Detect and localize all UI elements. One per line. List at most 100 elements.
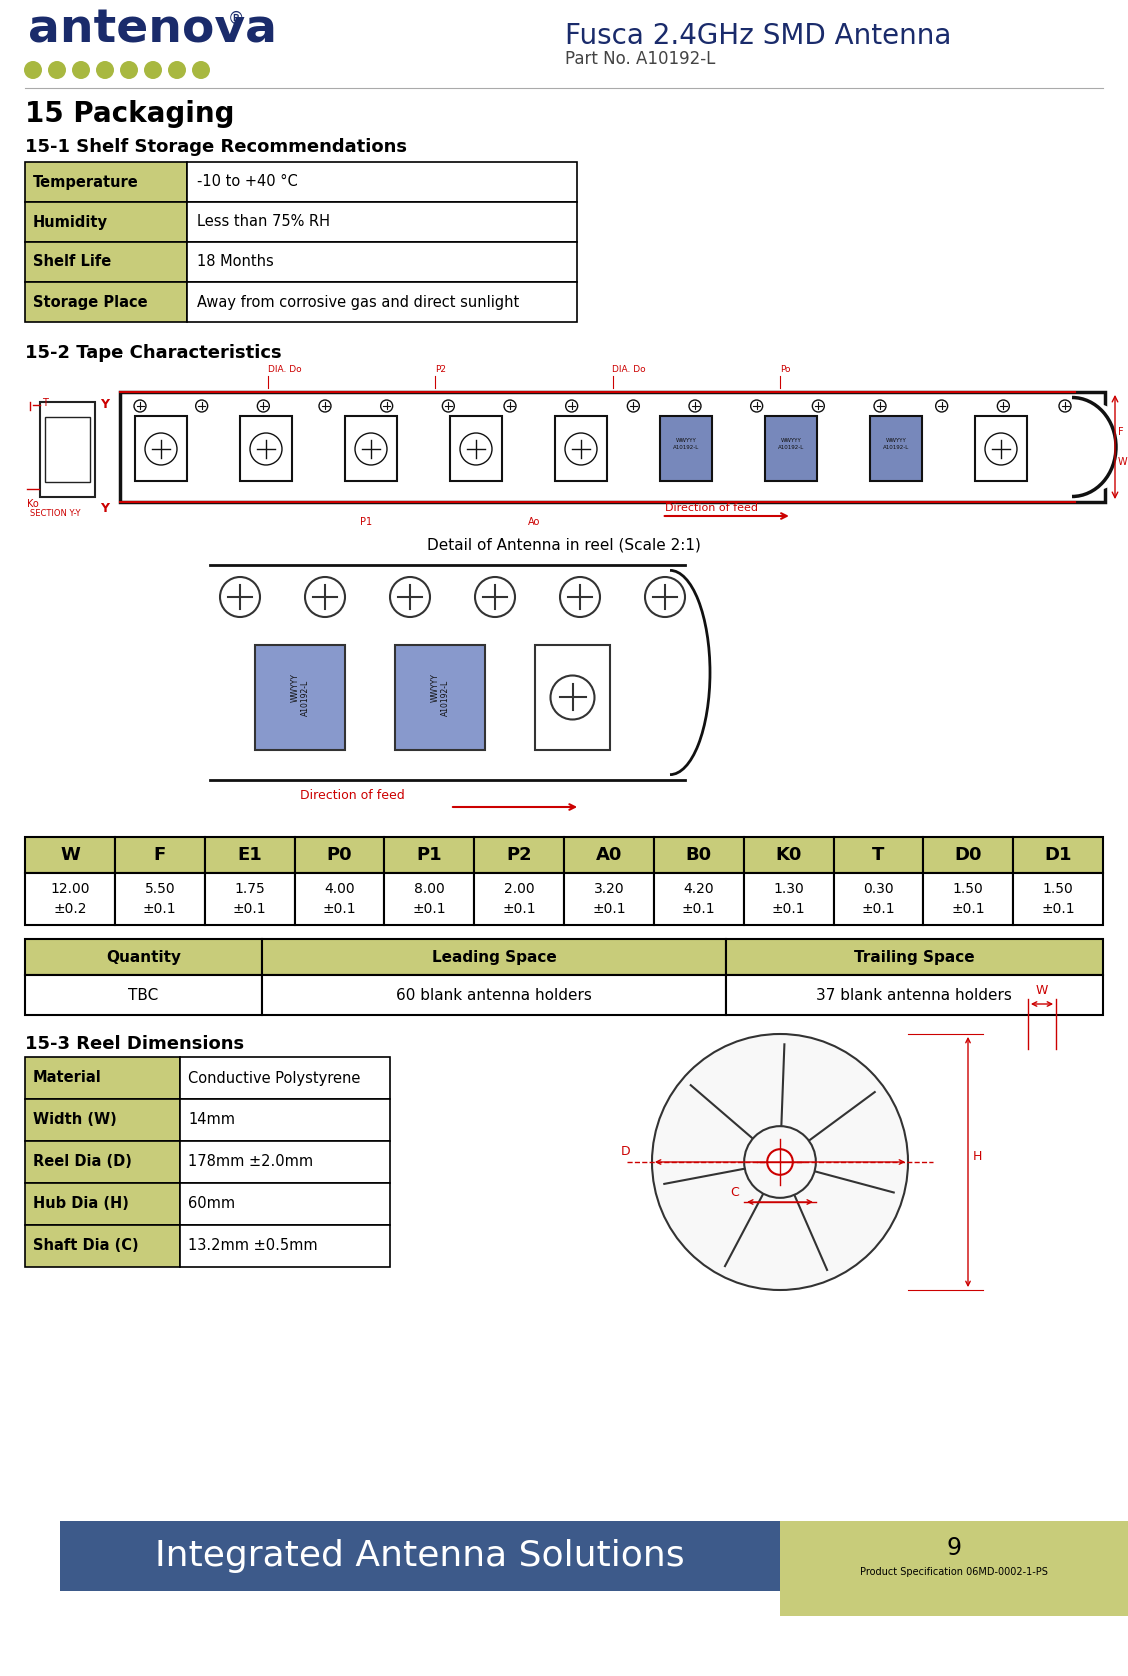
Bar [25,873,115,925]
Text: 8.00
±0.1: 8.00 ±0.1 [413,882,446,915]
Text: WWYYY
A10192-L: WWYYY A10192-L [883,439,909,449]
Text: Less than 75% RH: Less than 75% RH [197,215,331,230]
Text: Shelf Life: Shelf Life [33,255,112,270]
Text: P0: P0 [327,846,352,865]
Text: H: H [973,1150,982,1163]
Bar [725,939,1103,975]
Text: 3.20
±0.1: 3.20 ±0.1 [592,882,626,915]
Text: Fusca 2.4GHz SMD Antenna: Fusca 2.4GHz SMD Antenna [565,22,951,50]
Bar [564,873,654,925]
Text: W: W [1118,458,1128,468]
Text: 15 Packaging: 15 Packaging [25,101,235,127]
Circle shape [652,1034,908,1291]
Text: DIA. Do: DIA. Do [613,365,646,374]
Text: Trailing Space: Trailing Space [854,950,975,964]
Bar [25,1058,180,1099]
Circle shape [257,401,270,412]
Text: Quantity: Quantity [106,950,182,964]
Bar [180,1058,390,1099]
Circle shape [120,60,138,79]
Bar [743,836,834,873]
Text: D1: D1 [1045,846,1072,865]
Bar [262,939,725,975]
Circle shape [319,401,331,412]
Bar [25,1099,180,1141]
Bar [187,282,578,322]
Bar [45,417,90,483]
Circle shape [442,401,455,412]
Text: Leading Space: Leading Space [432,950,556,964]
Text: ®: ® [228,10,245,28]
Circle shape [767,1150,793,1175]
Text: Product Specification 06MD-0002-1-PS: Product Specification 06MD-0002-1-PS [860,1567,1048,1577]
Bar [135,417,187,481]
Bar [115,873,204,925]
Text: 15-3 Reel Dimensions: 15-3 Reel Dimensions [25,1036,244,1053]
Text: 14mm: 14mm [188,1113,235,1128]
Text: 1.50
±0.1: 1.50 ±0.1 [951,882,985,915]
Circle shape [565,432,597,464]
Bar [180,1099,390,1141]
Bar [474,873,564,925]
Circle shape [390,577,430,617]
Text: P2: P2 [435,365,447,374]
Bar [180,1225,390,1267]
Text: 12.00
±0.2: 12.00 ±0.2 [50,882,89,915]
Bar [834,873,924,925]
Text: 178mm ±2.0mm: 178mm ±2.0mm [188,1155,314,1170]
Bar [25,939,262,975]
Circle shape [985,432,1017,464]
Text: WWYYY
A10192-L: WWYYY A10192-L [778,439,804,449]
Text: Detail of Antenna in reel (Scale 2:1): Detail of Antenna in reel (Scale 2:1) [428,536,700,551]
Bar [450,417,502,481]
Text: Away from corrosive gas and direct sunlight: Away from corrosive gas and direct sunli… [197,295,519,310]
Text: P1: P1 [360,516,372,526]
Bar [39,402,95,498]
Text: TBC: TBC [129,987,159,1002]
Bar [834,836,924,873]
Circle shape [355,432,387,464]
Text: Shaft Dia (C): Shaft Dia (C) [33,1239,139,1254]
Circle shape [144,60,162,79]
Text: P2: P2 [506,846,532,865]
Bar [25,975,262,1016]
Bar [262,975,725,1016]
Text: Part No. A10192-L: Part No. A10192-L [565,50,715,69]
Bar [25,1225,180,1267]
Text: Humidity: Humidity [33,215,108,230]
Text: 60 blank antenna holders: 60 blank antenna holders [396,987,592,1002]
Circle shape [134,401,146,412]
Text: A0: A0 [596,846,623,865]
Bar [385,836,474,873]
Circle shape [146,432,177,464]
Text: Y: Y [100,503,109,515]
Text: Ao: Ao [528,516,540,526]
Text: 15-1 Shelf Storage Recommendations: 15-1 Shelf Storage Recommendations [25,137,407,156]
Text: Conductive Polystyrene: Conductive Polystyrene [188,1071,360,1086]
Text: Material: Material [33,1071,102,1086]
Text: WWYYY
A10192-L: WWYYY A10192-L [673,439,699,449]
Bar [25,1141,180,1183]
Bar [204,873,294,925]
Bar [25,1183,180,1225]
Circle shape [195,401,208,412]
Bar [240,417,292,481]
Text: antenova: antenova [28,8,277,54]
Bar [765,417,817,481]
Text: Width (W): Width (W) [33,1113,117,1128]
Text: A10192-L: A10192-L [441,679,449,716]
Text: Storage Place: Storage Place [33,295,148,310]
Bar [25,203,187,241]
Circle shape [192,60,210,79]
Circle shape [559,577,600,617]
Circle shape [72,60,90,79]
Text: 4.00
±0.1: 4.00 ±0.1 [323,882,356,915]
Bar [870,417,922,481]
Bar [395,645,485,749]
Circle shape [565,401,578,412]
Circle shape [874,401,885,412]
Bar [725,975,1103,1016]
Text: T: T [42,397,47,407]
Bar [204,836,294,873]
Text: 5.50
±0.1: 5.50 ±0.1 [143,882,177,915]
